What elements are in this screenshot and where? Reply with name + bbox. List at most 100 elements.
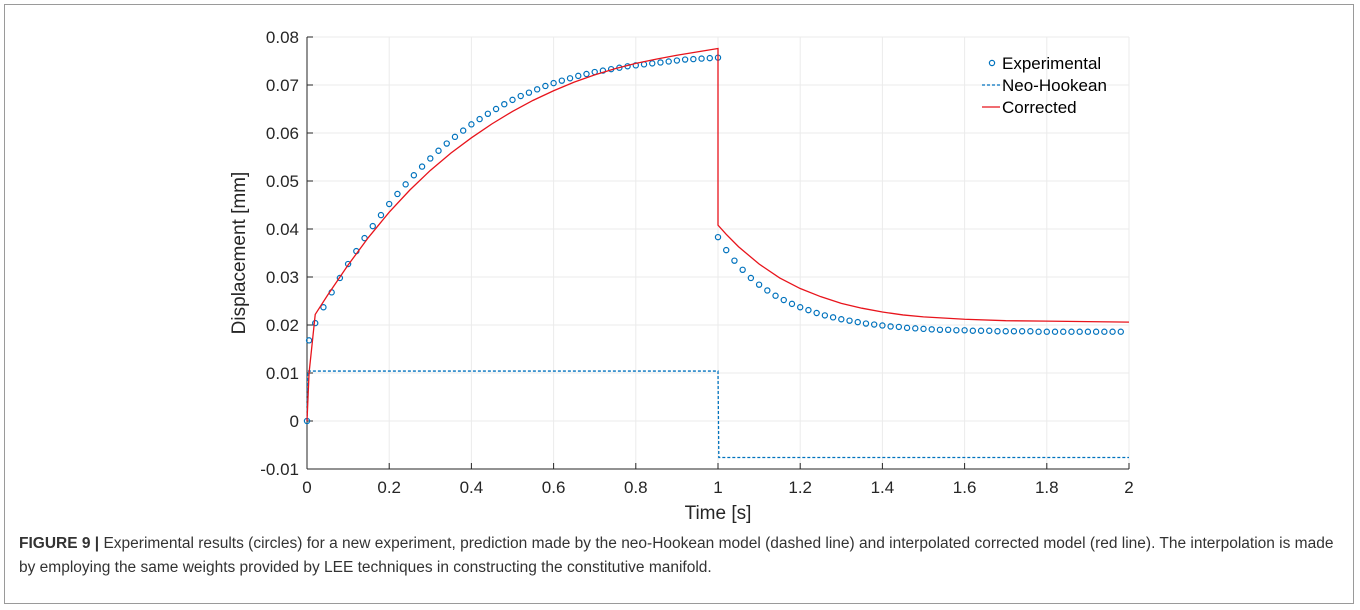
y-axis-label: Displacement [mm] (229, 172, 250, 335)
experimental-point (377, 211, 385, 219)
experimental-point (673, 57, 681, 64)
experimental-point (764, 287, 771, 294)
experimental-point (698, 55, 705, 62)
experimental-point (550, 79, 557, 87)
experimental-point (476, 115, 483, 123)
experimental-point (706, 54, 713, 62)
experimental-point (838, 316, 845, 323)
experimental-point (780, 296, 787, 304)
experimental-point (755, 281, 763, 288)
experimental-point (870, 321, 878, 328)
experimental-point (846, 317, 853, 324)
experimental-point (583, 70, 590, 78)
experimental-point (854, 318, 861, 326)
experimental-point (575, 72, 582, 80)
experimental-point (386, 200, 393, 208)
x-axis-label: Time [s] (685, 503, 752, 524)
experimental-point (1117, 328, 1124, 335)
experimental-point (501, 100, 508, 108)
experimental-point (681, 56, 689, 63)
experimental-point (459, 127, 467, 134)
figure-caption: FIGURE 9 | Experimental results (circles… (19, 532, 1339, 580)
experimental-point (369, 222, 376, 230)
experimental-point (969, 327, 977, 334)
x-tick-label: 1.2 (788, 478, 812, 497)
experimental-point (1010, 328, 1018, 335)
figure-frame: 0 0.2 0.4 0.6 0.8 1 1.2 1.4 1.6 1.8 2 -0.01 0 0.01 0.0… (4, 4, 1354, 604)
experimental-point (920, 325, 927, 333)
experimental-point (912, 325, 919, 332)
experimental-point (344, 260, 352, 268)
experimental-point (1060, 328, 1067, 335)
legend: Experimental Neo-Hookean Corrected (982, 54, 1107, 117)
experimental-point (788, 300, 796, 308)
y-tick-label: 0.02 (266, 316, 299, 335)
experimental-point (320, 304, 327, 311)
experimental-point (928, 326, 935, 333)
experimental-point (533, 86, 541, 93)
experimental-point (944, 326, 952, 333)
experimental-point (714, 233, 722, 241)
experimental-series (303, 54, 1124, 425)
experimental-point (723, 246, 730, 254)
experimental-point (517, 92, 524, 100)
experimental-point (1109, 328, 1116, 335)
caption-text: Experimental results (circles) for a new… (19, 535, 1334, 576)
experimental-point (443, 140, 450, 147)
y-tick-label: -0.01 (260, 460, 299, 479)
x-tick-label: 0.2 (377, 478, 401, 497)
experimental-point (649, 60, 656, 67)
y-tick-label: 0.08 (266, 28, 299, 47)
x-tick-label: 0.6 (542, 478, 566, 497)
experimental-point (772, 292, 779, 299)
experimental-point (994, 328, 1001, 335)
experimental-point (1002, 328, 1009, 335)
experimental-point (829, 314, 837, 321)
x-tick-label: 1.8 (1035, 478, 1059, 497)
experimental-point (821, 312, 829, 319)
y-tick-label: 0.05 (266, 172, 299, 191)
experimental-point (903, 324, 911, 332)
experimental-point (566, 75, 574, 82)
experimental-point (1092, 328, 1100, 335)
caption-label: FIGURE 9 | (19, 535, 100, 552)
experimental-point (632, 62, 640, 69)
experimental-point (451, 133, 459, 141)
experimental-point (402, 181, 409, 188)
experimental-point (895, 323, 903, 331)
experimental-point (657, 59, 664, 66)
experimental-point (599, 67, 607, 74)
experimental-point (435, 147, 442, 154)
x-tick-label: 0.8 (624, 478, 648, 497)
experimental-point (1076, 328, 1083, 335)
neo-hookean-line (306, 370, 1129, 459)
axes: 0 0.2 0.4 0.6 0.8 1 1.2 1.4 1.6 1.8 2-0.0100.010.0… (260, 28, 1133, 497)
y-tick-label: 0 (290, 412, 299, 431)
x-tick-label: 1.6 (953, 478, 977, 497)
experimental-point (509, 96, 516, 104)
experimental-point (953, 327, 960, 334)
x-tick-label: 0 (302, 478, 311, 497)
legend-marker-experimental (988, 59, 996, 67)
experimental-point (1035, 328, 1042, 335)
legend-label-experimental: Experimental (1002, 54, 1101, 73)
experimental-point (961, 327, 968, 334)
experimental-point (1043, 328, 1051, 335)
experimental-point (1068, 328, 1075, 335)
experimental-point (492, 105, 500, 113)
y-tick-label: 0.04 (266, 220, 299, 239)
x-tick-label: 0.4 (460, 478, 484, 497)
legend-label-neo-hookean: Neo-Hookean (1002, 76, 1107, 95)
experimental-point (1101, 328, 1108, 335)
experimental-point (1027, 328, 1034, 335)
chart: 0 0.2 0.4 0.6 0.8 1 1.2 1.4 1.6 1.8 2-0.0100.010.0… (229, 28, 1134, 524)
experimental-point (525, 89, 533, 96)
y-tick-label: 0.03 (266, 268, 299, 287)
experimental-point (665, 58, 672, 65)
experimental-point (410, 172, 418, 179)
x-tick-label: 1 (713, 478, 722, 497)
experimental-point (558, 77, 566, 84)
legend-label-corrected: Corrected (1002, 98, 1077, 117)
experimental-point (805, 306, 812, 314)
x-tick-label: 1.4 (871, 478, 895, 497)
